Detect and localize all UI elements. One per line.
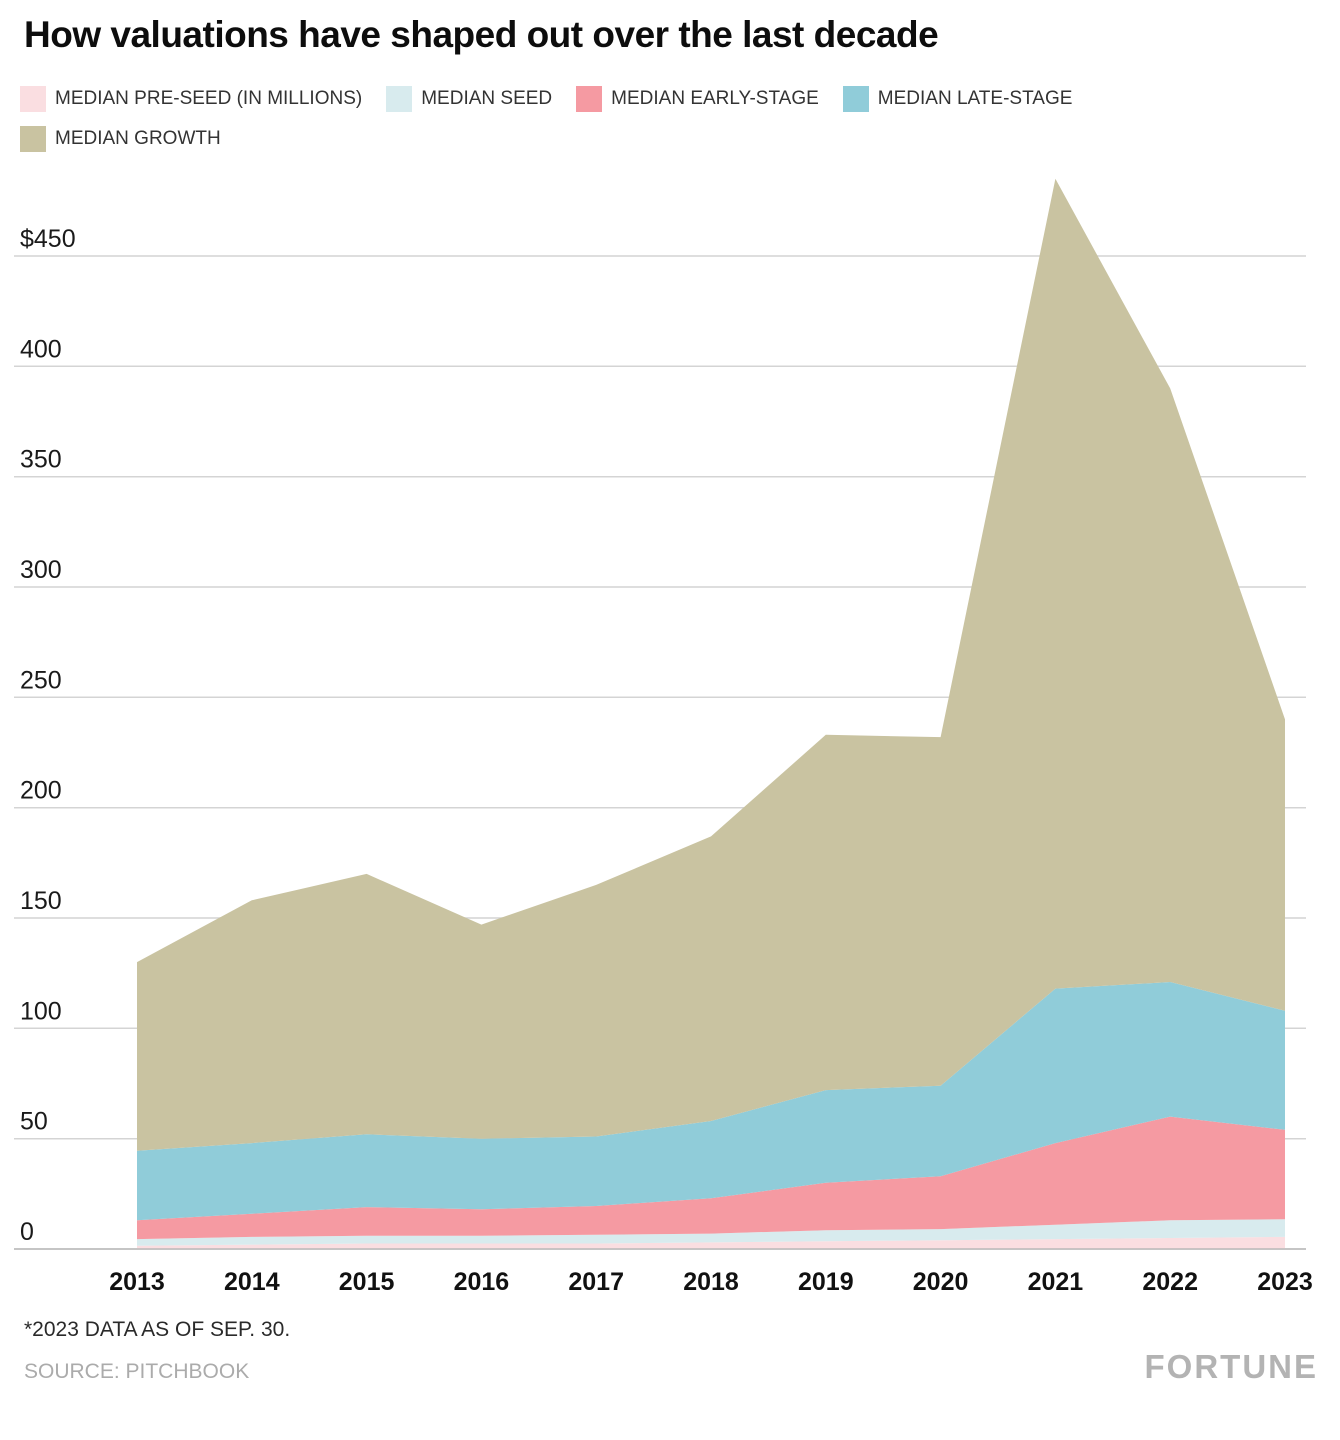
legend-label: MEDIAN GROWTH [55,128,221,149]
area-median-pre-seed-in-millions [137,1236,1285,1249]
x-axis-tick-label: 2020 [913,1268,969,1296]
y-axis-tick-label: 250 [20,666,62,694]
x-axis-tick-label: 2018 [683,1268,739,1296]
x-axis-tick-label: 2014 [224,1268,280,1296]
legend-item: MEDIAN EARLY-STAGE [576,86,819,112]
x-axis-tick-label: 2021 [1028,1268,1084,1296]
y-axis-tick-label: 300 [20,556,62,584]
legend-label: MEDIAN LATE-STAGE [877,88,1073,109]
legend-label: MEDIAN PRE-SEED (IN MILLIONS) [55,88,363,109]
y-axis-tick-label: $450 [20,225,76,253]
fortune-logo: FORTUNE [1144,1348,1318,1385]
area-median-early-stage [137,1116,1285,1240]
x-axis-tick-label: 2019 [798,1268,854,1296]
area-median-growth [137,178,1285,1151]
footnote: *2023 DATA AS OF SEP. 30. [24,1318,291,1341]
legend-swatch [842,86,869,112]
y-axis-tick-label: 400 [20,335,62,363]
y-axis-tick-label: 350 [20,446,62,474]
x-axis-tick-label: 2016 [454,1268,510,1296]
legend-item: MEDIAN GROWTH [20,126,221,152]
y-axis-tick-label: 150 [20,887,62,915]
chart-title: How valuations have shaped out over the … [24,14,939,55]
legend-row: MEDIAN PRE-SEED (IN MILLIONS) MEDIAN SEED… [20,86,1320,112]
area-median-seed [137,1219,1285,1246]
x-axis-tick-label: 2023 [1257,1268,1313,1296]
legend-label: MEDIAN SEED [421,88,553,109]
legend-item: MEDIAN PRE-SEED (IN MILLIONS) [20,86,362,112]
legend-item: MEDIAN SEED [386,86,552,112]
legend-swatch [20,86,46,112]
x-axis-tick-label: 2015 [339,1268,395,1296]
x-axis-tick-label: 2013 [109,1268,165,1296]
y-axis-tick-label: 100 [20,997,62,1025]
legend-swatch [576,86,603,112]
x-axis-tick-label: 2017 [568,1268,624,1296]
source-credit: SOURCE: PITCHBOOK [24,1360,250,1383]
y-axis-tick-label: 50 [20,1108,48,1136]
legend-item: MEDIAN LATE-STAGE [842,86,1073,112]
legend-label: MEDIAN EARLY-STAGE [611,88,819,109]
legend: MEDIAN PRE-SEED (IN MILLIONS) MEDIAN SEED… [20,86,1320,166]
y-axis-tick-label: 200 [20,777,62,805]
area-median-late-stage [137,982,1285,1221]
x-axis-tick-label: 2022 [1142,1268,1198,1296]
legend-swatch [386,86,413,112]
stacked-area-chart: 0 50 100 150 200 250 300 350 400 $450 2013 2014 2015… [14,178,1313,1296]
legend-row: MEDIAN GROWTH [20,126,1320,152]
legend-swatch [20,126,46,152]
y-axis-tick-label: 0 [20,1218,34,1246]
